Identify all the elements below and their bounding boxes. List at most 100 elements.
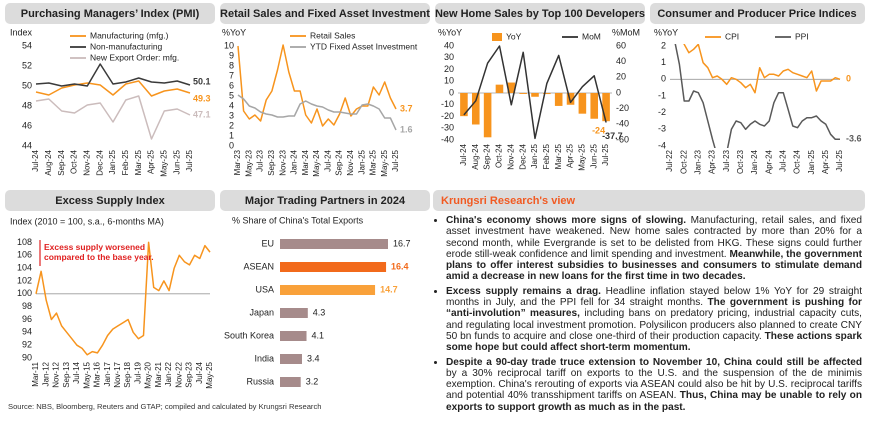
y-tick-label: 104 — [17, 262, 32, 272]
x-tick-label: Oct-24 — [70, 149, 79, 174]
end-label: 3.7 — [400, 103, 413, 113]
y-tick-label: -1 — [658, 90, 666, 100]
x-tick-label: Sep-23 — [185, 361, 194, 387]
dashboard: Purchasing Managers’ Index (PMI) Retail … — [5, 3, 865, 389]
y-tick-label: -4 — [658, 140, 666, 150]
value-label: 3.2 — [306, 376, 319, 386]
value-label: 3.4 — [307, 353, 320, 363]
bar — [280, 262, 387, 272]
chart-title: Excess Supply Index — [55, 195, 165, 207]
chart: %YoY %MoM-40-30-20-10010203040-60-40-2002… — [438, 27, 640, 170]
y-axis-label: %YoY — [654, 27, 678, 37]
end-label: -37.7 — [602, 131, 623, 141]
y-tick-label: -10 — [441, 99, 454, 109]
y-tick-label: 40 — [444, 40, 454, 50]
y-tick-label: 106 — [17, 250, 32, 260]
line — [35, 63, 191, 87]
value-label: 4.1 — [312, 330, 325, 340]
x-tick-label: Mar-25 — [554, 143, 563, 169]
x-tick-label: Sep-18 — [123, 361, 132, 387]
y-axis-label: Index (2010 = 100, s.a., 6-months MA) — [10, 216, 164, 226]
x-tick-label: Jan-17 — [103, 361, 112, 386]
value-label: 16.4 — [391, 261, 409, 271]
x-tick-label: Nov-24 — [346, 149, 355, 175]
x-tick-label: Jul-24 — [323, 149, 332, 171]
bar — [280, 354, 302, 364]
x-tick-label: Jul-24 — [195, 361, 204, 383]
end-label: 50.1 — [193, 76, 211, 86]
y-tick-label: -3 — [658, 124, 666, 134]
x-tick-label: Sep-13 — [62, 361, 71, 387]
x-tick-label: Mar-11 — [31, 361, 40, 386]
bullet-text: Thus, China may be unable to rely on exp… — [446, 390, 862, 413]
x-tick-label: Jan-12 — [41, 361, 50, 386]
category-label: South Korea — [224, 330, 274, 340]
x-tick-label: Jan-23 — [693, 149, 702, 174]
y2-tick-label: 40 — [616, 56, 626, 66]
end-label: -3.6 — [846, 134, 862, 144]
y-axis-label: %YoY — [438, 27, 462, 37]
line — [674, 44, 840, 148]
x-tick-label: Jul-24 — [459, 143, 468, 165]
x-tick-label: Dec-24 — [95, 149, 104, 175]
y-tick-label: 4 — [229, 100, 234, 110]
x-tick-label: Apr-24 — [764, 149, 773, 174]
x-tick-label: Jan-25 — [530, 143, 539, 168]
y-tick-label: 52 — [22, 60, 32, 70]
x-tick-label: Sep-23 — [267, 149, 276, 175]
x-tick-label: Nov-24 — [506, 143, 515, 169]
x-tick-label: Mar-25 — [134, 149, 143, 175]
bullet: Despite a 90-day trade truce extension t… — [446, 357, 862, 413]
x-tick-label: Jun-25 — [589, 143, 598, 168]
y-tick-label: 1 — [229, 130, 234, 140]
category-label: USA — [255, 284, 274, 294]
bullet-text: The government is pushing for “anti-invo… — [446, 297, 862, 320]
y-tick-label: 6 — [229, 80, 234, 90]
bar — [460, 93, 468, 117]
y-tick-label: 98 — [22, 301, 32, 311]
bar — [280, 285, 376, 295]
chart: Index (2010 = 100, s.a., 6-months MA) 90 9… — [10, 216, 214, 388]
value-label: 16.7 — [393, 238, 411, 248]
bullet-text: Manufacturing, retail sales, and fixed a… — [446, 215, 862, 260]
value-label: 4.3 — [313, 307, 326, 317]
title-bar — [5, 3, 215, 24]
x-tick-label: Sep-24 — [335, 149, 344, 175]
x-tick-label: Jul-25 — [391, 149, 400, 171]
bullet-text: by a 30% reciprocal tariff on exports to… — [446, 367, 862, 402]
line — [35, 241, 211, 356]
bullet-list: China's economy shows more signs of slow… — [434, 215, 862, 413]
x-tick-label: May-25 — [380, 149, 389, 176]
y-tick-label: 8 — [229, 60, 234, 70]
end-label: 47.1 — [193, 109, 211, 119]
y-tick-label: 0 — [661, 74, 666, 84]
y-tick-label: 92 — [22, 340, 32, 350]
category-label: Japan — [249, 307, 274, 317]
chart: Index 44 46 48 50 52 54 Jul-24 Aug-24 Sep-24 Oct-2… — [10, 27, 211, 176]
x-tick-label: Apr-23 — [708, 149, 717, 174]
x-tick-label: Jan-25 — [108, 149, 117, 174]
x-tick-label: Nov-24 — [82, 149, 91, 175]
legend-label: Non-manufacturing — [90, 41, 163, 51]
x-tick-label: Apr-25 — [821, 149, 830, 174]
y-tick-label: 96 — [22, 314, 32, 324]
x-tick-label: Feb-25 — [542, 143, 551, 169]
x-tick-label: Oct-24 — [793, 149, 802, 174]
y-tick-label: 3 — [229, 110, 234, 120]
x-tick-label: Jan-25 — [357, 149, 366, 174]
x-tick-label: Oct-23 — [736, 149, 745, 174]
y-tick-label: 0 — [229, 140, 234, 150]
y-tick-label: 50 — [22, 80, 32, 90]
x-tick-label: May-23 — [244, 149, 253, 176]
chart-title: Consumer and Producer Price Indices — [657, 8, 856, 20]
x-tick-label: Oct-22 — [679, 149, 688, 174]
bar — [280, 308, 308, 318]
title-bar — [435, 3, 645, 24]
x-tick-label: May-24 — [312, 149, 321, 176]
x-tick-label: Jul-22 — [665, 149, 674, 171]
y-axis-label: %YoY — [222, 27, 246, 37]
chart: EU 16.7 ASEAN 16.4 USA 14.7 Japan 4.3 South Kore… — [224, 238, 411, 387]
x-tick-label: Aug-24 — [44, 149, 53, 175]
legend-label: New Export Order: mfg. — [90, 52, 179, 62]
